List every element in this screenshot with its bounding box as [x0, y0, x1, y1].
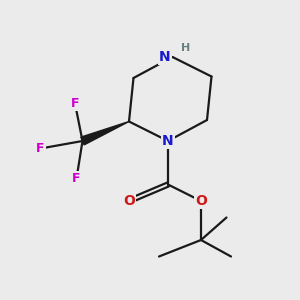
Text: N: N — [159, 50, 171, 64]
Text: F: F — [72, 172, 81, 185]
Text: F: F — [71, 97, 79, 110]
Text: O: O — [123, 194, 135, 208]
Text: H: H — [182, 43, 190, 53]
Polygon shape — [81, 122, 129, 145]
Text: F: F — [36, 142, 45, 155]
Text: N: N — [162, 134, 174, 148]
Text: O: O — [195, 194, 207, 208]
